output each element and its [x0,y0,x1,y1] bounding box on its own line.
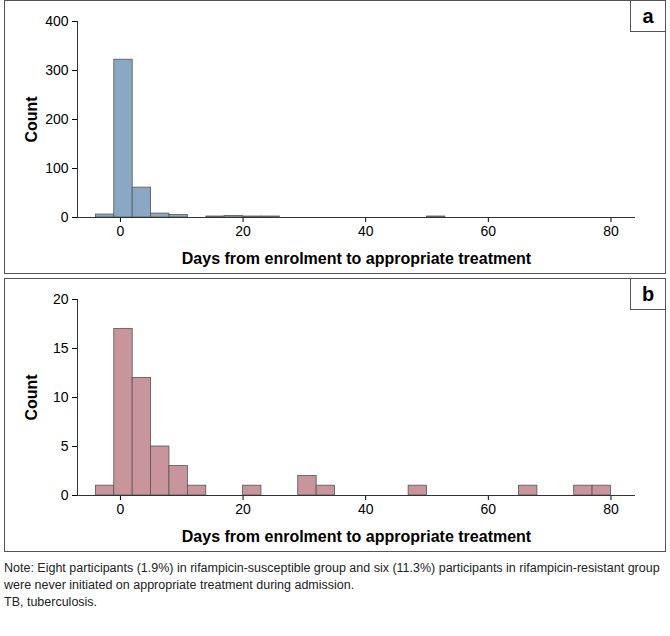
svg-text:0: 0 [117,223,125,239]
svg-text:60: 60 [481,501,497,517]
svg-text:10: 10 [53,389,69,405]
svg-text:0: 0 [117,501,125,517]
svg-text:300: 300 [45,62,69,78]
svg-text:Days from enrolment to appropr: Days from enrolment to appropriate treat… [182,250,532,267]
svg-text:20: 20 [235,501,251,517]
html-text:a: a [642,4,654,27]
svg-text:20: 20 [53,291,69,307]
svg-text:Days from enrolment to appropr: Days from enrolment to appropriate treat… [182,528,532,545]
svg-text:60: 60 [481,223,497,239]
svg-text:Count: Count [23,96,40,143]
svg-text:40: 40 [358,223,374,239]
svg-text:200: 200 [45,111,69,127]
svg-text:80: 80 [603,223,619,239]
svg-text:Count: Count [23,374,40,421]
svg-text:80: 80 [603,501,619,517]
svg-text:40: 40 [358,501,374,517]
html-text:Note: Eight participants (1.9%: Note: Eight participants (1.9%) in rifam… [4,561,660,592]
svg-text:100: 100 [45,160,69,176]
svg-text:5: 5 [61,438,69,454]
svg-text:0: 0 [61,209,69,225]
svg-text:400: 400 [45,13,69,29]
html-text:b: b [641,282,655,305]
html-text:TB, tuberculosis.: TB, tuberculosis. [4,594,98,609]
svg-text:20: 20 [235,223,251,239]
svg-text:0: 0 [61,487,69,503]
svg-text:15: 15 [53,340,69,356]
